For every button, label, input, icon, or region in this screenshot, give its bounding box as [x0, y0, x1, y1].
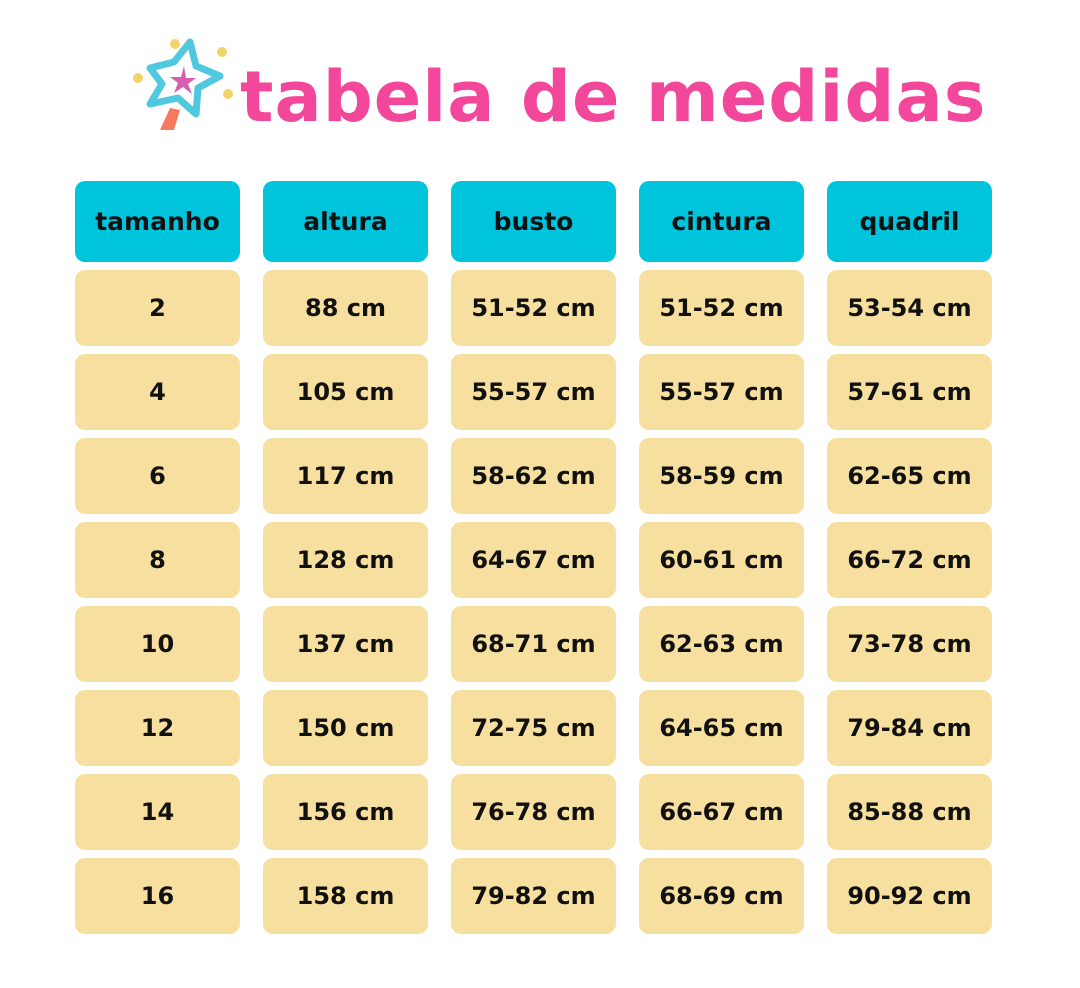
- column-header-altura: altura: [263, 181, 428, 262]
- table-cell-altura: 105 cm: [263, 354, 428, 430]
- table-cell-cintura: 58-59 cm: [639, 438, 804, 514]
- column-header-cintura: cintura: [639, 181, 804, 262]
- table-cell-busto: 79-82 cm: [451, 858, 616, 934]
- table-cell-quadril: 85-88 cm: [827, 774, 992, 850]
- table-cell-tamanho: 2: [75, 270, 240, 346]
- table-cell-quadril: 62-65 cm: [827, 438, 992, 514]
- table-cell-busto: 68-71 cm: [451, 606, 616, 682]
- table-cell-busto: 55-57 cm: [451, 354, 616, 430]
- table-cell-altura: 158 cm: [263, 858, 428, 934]
- column-header-quadril: quadril: [827, 181, 992, 262]
- column-header-busto: busto: [451, 181, 616, 262]
- table-cell-quadril: 79-84 cm: [827, 690, 992, 766]
- table-cell-altura: 156 cm: [263, 774, 428, 850]
- table-cell-quadril: 90-92 cm: [827, 858, 992, 934]
- table-cell-altura: 150 cm: [263, 690, 428, 766]
- table-cell-cintura: 68-69 cm: [639, 858, 804, 934]
- table-cell-altura: 137 cm: [263, 606, 428, 682]
- table-cell-busto: 72-75 cm: [451, 690, 616, 766]
- size-table: tamanho altura busto cintura quadril 2 88 cm 51…: [75, 181, 992, 934]
- table-cell-tamanho: 12: [75, 690, 240, 766]
- table-cell-busto: 64-67 cm: [451, 522, 616, 598]
- table-cell-cintura: 62-63 cm: [639, 606, 804, 682]
- table-cell-cintura: 64-65 cm: [639, 690, 804, 766]
- table-cell-quadril: 57-61 cm: [827, 354, 992, 430]
- table-cell-altura: 128 cm: [263, 522, 428, 598]
- column-header-tamanho: tamanho: [75, 181, 240, 262]
- table-cell-cintura: 66-67 cm: [639, 774, 804, 850]
- table-cell-quadril: 66-72 cm: [827, 522, 992, 598]
- table-cell-altura: 117 cm: [263, 438, 428, 514]
- page-title: tabela de medidas: [240, 56, 987, 138]
- magic-wand-star-icon: [133, 38, 233, 130]
- table-cell-cintura: 51-52 cm: [639, 270, 804, 346]
- table-cell-cintura: 60-61 cm: [639, 522, 804, 598]
- table-cell-quadril: 73-78 cm: [827, 606, 992, 682]
- table-cell-busto: 76-78 cm: [451, 774, 616, 850]
- table-cell-busto: 51-52 cm: [451, 270, 616, 346]
- table-cell-tamanho: 14: [75, 774, 240, 850]
- table-cell-cintura: 55-57 cm: [639, 354, 804, 430]
- table-cell-tamanho: 16: [75, 858, 240, 934]
- table-cell-tamanho: 10: [75, 606, 240, 682]
- table-cell-altura: 88 cm: [263, 270, 428, 346]
- table-cell-tamanho: 6: [75, 438, 240, 514]
- table-cell-tamanho: 8: [75, 522, 240, 598]
- table-cell-tamanho: 4: [75, 354, 240, 430]
- table-cell-quadril: 53-54 cm: [827, 270, 992, 346]
- table-cell-busto: 58-62 cm: [451, 438, 616, 514]
